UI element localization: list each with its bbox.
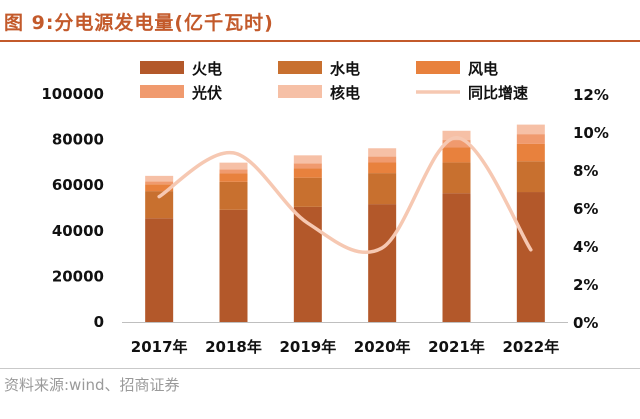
left-axis: 0 20000 40000 60000 80000 100000 <box>41 85 104 331</box>
legend-swatch <box>278 61 322 74</box>
bar-segment <box>145 181 174 185</box>
right-tick-label: 12% <box>573 86 609 104</box>
left-tick-label: 60000 <box>52 176 104 194</box>
footer-divider <box>0 368 640 369</box>
legend-swatch <box>140 85 184 98</box>
x-tick-label: 2018年 <box>205 338 262 356</box>
bar-segment <box>219 209 248 322</box>
right-tick-label: 10% <box>573 124 609 142</box>
legend-swatch <box>278 85 322 98</box>
x-tick-label: 2022年 <box>502 338 559 356</box>
growth-line <box>157 135 533 255</box>
bar-segment <box>442 140 471 148</box>
bar-segment <box>442 130 471 141</box>
legend-label: 火电 <box>192 60 222 78</box>
bar-segment <box>442 147 471 163</box>
bar-segment <box>516 161 545 193</box>
bar-segment <box>293 163 322 169</box>
legend-swatch <box>140 61 184 74</box>
bar-segment <box>293 206 322 322</box>
bar-segment <box>516 143 545 162</box>
bar-segment <box>219 181 248 210</box>
bar-segment <box>368 204 397 322</box>
right-tick-label: 0% <box>573 314 598 332</box>
x-axis: 2017年 2018年 2019年 2020年 2021年 2022年 <box>122 322 568 356</box>
chart-title: 图 9:分电源发电量(亿千瓦时) <box>4 12 274 34</box>
bar-segment <box>293 168 322 178</box>
right-tick-label: 8% <box>573 162 598 180</box>
left-tick-label: 100000 <box>41 85 104 103</box>
left-tick-label: 80000 <box>52 131 104 149</box>
title-divider <box>0 40 640 42</box>
growth-line-path <box>157 135 533 255</box>
bar-segment <box>516 134 545 144</box>
right-axis: 0% 2% 4% 6% 8% 10% 12% <box>573 86 609 332</box>
legend-label: 风电 <box>468 60 498 78</box>
x-tick-label: 2021年 <box>428 338 485 356</box>
bar-segment <box>219 173 248 182</box>
legend-label: 水电 <box>330 60 360 78</box>
bar-segment <box>293 155 322 164</box>
bar-segment <box>145 175 174 182</box>
left-tick-label: 40000 <box>52 222 104 240</box>
bar-segment <box>368 162 397 174</box>
bar-segment <box>516 192 545 322</box>
bar-segment <box>293 177 322 207</box>
legend-label: 光伏 <box>191 84 222 102</box>
bar-segment <box>145 184 174 192</box>
left-tick-label: 0 <box>94 313 104 331</box>
right-tick-label: 4% <box>573 238 598 256</box>
x-tick-label: 2017年 <box>131 338 188 356</box>
right-tick-label: 2% <box>573 276 598 294</box>
source-note: 资料来源:wind、招商证券 <box>4 376 180 394</box>
bar-segment <box>368 148 397 157</box>
right-tick-label: 6% <box>573 200 598 218</box>
bar-segment <box>219 162 248 170</box>
bar-segment <box>516 124 545 135</box>
legend-label: 同比增速 <box>468 84 528 102</box>
legend-label: 核电 <box>330 84 360 102</box>
bar-segment <box>442 162 471 194</box>
x-tick-label: 2020年 <box>354 338 411 356</box>
bar-segment <box>368 173 397 205</box>
left-tick-label: 20000 <box>52 267 104 285</box>
bar-segment <box>368 156 397 163</box>
bar-stacks <box>145 124 545 322</box>
bar-segment <box>219 169 248 174</box>
bar-segment <box>145 218 174 322</box>
x-tick-label: 2019年 <box>279 338 336 356</box>
legend-swatch <box>416 61 460 74</box>
bar-segment <box>442 193 471 322</box>
